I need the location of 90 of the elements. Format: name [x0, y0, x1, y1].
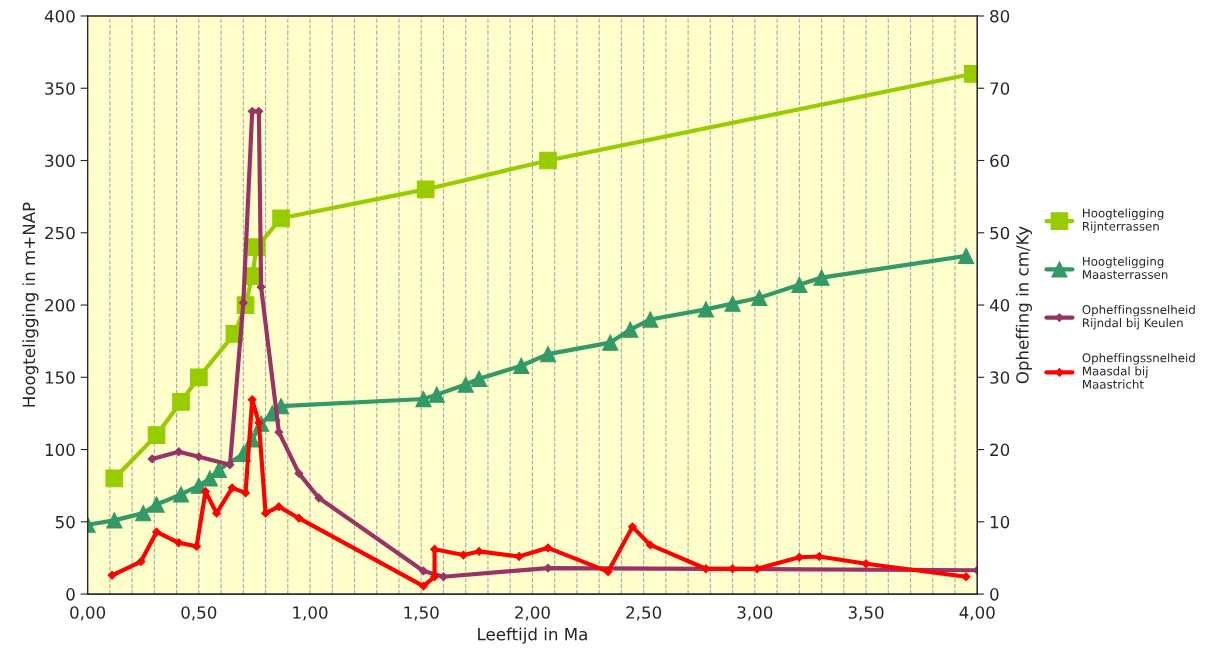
- y2-tick-label: 30: [990, 371, 1010, 384]
- point: [813, 269, 830, 286]
- point: [272, 209, 290, 228]
- point: [645, 540, 655, 550]
- point: [172, 393, 190, 411]
- x-tick-label: 0,00: [70, 606, 106, 621]
- point: [791, 276, 808, 293]
- x-tick-label: 3,00: [737, 606, 773, 621]
- point: [210, 461, 227, 478]
- point: [603, 567, 613, 577]
- point: [794, 552, 804, 562]
- point: [247, 106, 257, 116]
- point: [539, 346, 557, 363]
- y-tick-label: 300: [45, 154, 75, 168]
- y-tick-label: 350: [45, 82, 75, 95]
- point: [274, 502, 284, 512]
- y2-tick-label: 80: [990, 9, 1010, 23]
- point: [751, 289, 768, 306]
- point: [174, 447, 184, 457]
- point: [457, 376, 474, 393]
- y-tick-label: 200: [45, 298, 75, 312]
- point: [642, 311, 659, 328]
- point: [106, 512, 123, 529]
- point: [861, 559, 871, 569]
- point: [174, 538, 184, 548]
- point: [194, 452, 204, 462]
- point: [147, 454, 157, 464]
- point: [419, 581, 428, 591]
- y-tick-label: 0: [66, 588, 75, 601]
- point: [135, 504, 152, 522]
- point: [622, 321, 639, 338]
- point: [415, 390, 432, 408]
- point: [172, 486, 190, 503]
- y-tick-label: 150: [45, 371, 75, 384]
- y2-tick-label: 70: [990, 82, 1010, 95]
- x-tick-label: 0,50: [181, 606, 217, 621]
- y2-tick-label: 0: [990, 588, 999, 601]
- legend-label: Hoogteligging Maasterrassen: [1083, 256, 1168, 279]
- y2-tick-label: 60: [990, 154, 1010, 168]
- x-tick-label: 4,00: [959, 606, 995, 621]
- point: [147, 426, 166, 444]
- point: [697, 301, 715, 318]
- point: [192, 541, 202, 551]
- point: [225, 460, 235, 470]
- point: [212, 508, 222, 518]
- point: [416, 180, 435, 199]
- y-tick-label: 400: [44, 9, 75, 23]
- point: [602, 334, 619, 351]
- legend-label: Opheffingssnelheid Rijndal bij Keulen: [1082, 304, 1195, 330]
- point: [957, 247, 975, 265]
- point: [539, 151, 557, 170]
- point: [439, 572, 448, 582]
- y-axis-title: Hoogteligging in m+NAP: [22, 202, 39, 407]
- x-axis-title: Leeftijd in Ma: [478, 627, 587, 644]
- point: [543, 543, 553, 553]
- point: [274, 427, 284, 437]
- y2-axis-title: Opheffing in cm/Ky: [1015, 226, 1032, 384]
- point: [470, 370, 488, 387]
- y2-tick-label: 40: [989, 298, 1010, 312]
- y2-tick-label: 20: [990, 443, 1010, 457]
- y-tick-label: 100: [45, 443, 75, 457]
- point: [148, 496, 165, 513]
- x-tick-label: 1,50: [404, 606, 439, 621]
- point: [107, 570, 117, 580]
- x-tick-label: 1,00: [293, 606, 328, 621]
- point: [294, 513, 304, 523]
- point: [428, 386, 445, 403]
- point: [227, 483, 237, 493]
- point: [105, 469, 124, 488]
- y2-tick-label: 50: [990, 226, 1010, 240]
- point: [189, 368, 208, 387]
- point: [628, 522, 637, 532]
- point: [419, 566, 428, 576]
- point: [152, 527, 162, 537]
- point: [136, 557, 146, 566]
- point: [201, 470, 219, 487]
- y2-tick-label: 10: [990, 515, 1010, 529]
- point: [294, 468, 304, 478]
- point: [459, 550, 468, 560]
- legend-label: Hoogteligging Rijnterrassen: [1083, 208, 1164, 234]
- y-tick-label: 50: [55, 515, 75, 529]
- point: [314, 493, 324, 503]
- legend-label: Opheffingssnelheid Maasdal bij Maastricht: [1082, 353, 1195, 389]
- x-tick-label: 2,50: [626, 606, 662, 621]
- point: [724, 295, 741, 312]
- x-tick-label: 2,00: [515, 606, 550, 621]
- point: [961, 572, 971, 582]
- x-tick-label: 3,50: [848, 606, 884, 621]
- point: [513, 357, 530, 374]
- y-tick-label: 250: [45, 226, 75, 240]
